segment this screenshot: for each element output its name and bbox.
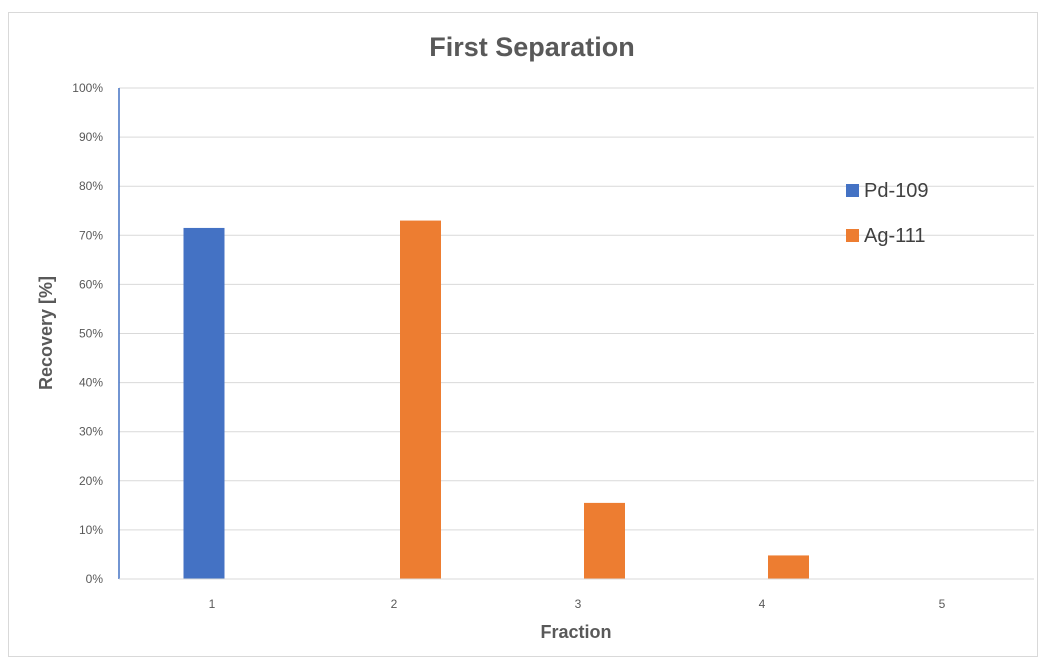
y-tick-label: 90% [79,130,103,144]
chart-frame [8,12,1038,657]
x-tick-label: 4 [759,597,766,611]
x-axis-title: Fraction [540,622,611,642]
bars [183,220,809,579]
y-tick-label: 10% [79,523,103,537]
x-tick-label: 2 [391,597,398,611]
grid-lines [119,87,1034,531]
legend-label: Pd-109 [864,180,929,202]
bar-ag-111-fraction-3 [584,502,625,579]
x-tick-label: 3 [575,597,582,611]
y-tick-label: 80% [79,179,103,193]
y-tick-label: 100% [72,81,103,95]
y-tick-label: 20% [79,474,103,488]
y-tick-labels: 0% 10% 20% 30% 40% 50% 60% 70% 80% 90% 100% [72,81,103,586]
y-tick-label: 60% [79,277,103,291]
x-tick-label: 5 [939,597,946,611]
bar-pd-109-fraction-1 [183,227,225,579]
y-tick-label: 50% [79,327,103,341]
chart-title: First Separation [429,32,635,62]
bar-ag-111-fraction-2 [400,220,441,579]
legend: Pd-109 Ag-111 [846,180,929,247]
y-axis-title: Recovery [%] [36,276,56,390]
y-tick-label: 0% [86,572,104,586]
y-tick-label: 40% [79,376,103,390]
legend-swatch [846,229,859,242]
legend-label: Ag-111 [864,225,926,247]
y-tick-label: 30% [79,425,103,439]
x-tick-labels: 1 2 3 4 5 [209,597,946,611]
x-tick-label: 1 [209,597,216,611]
bar-ag-111-fraction-4 [768,555,809,579]
y-tick-label: 70% [79,228,103,242]
legend-swatch [846,184,859,197]
